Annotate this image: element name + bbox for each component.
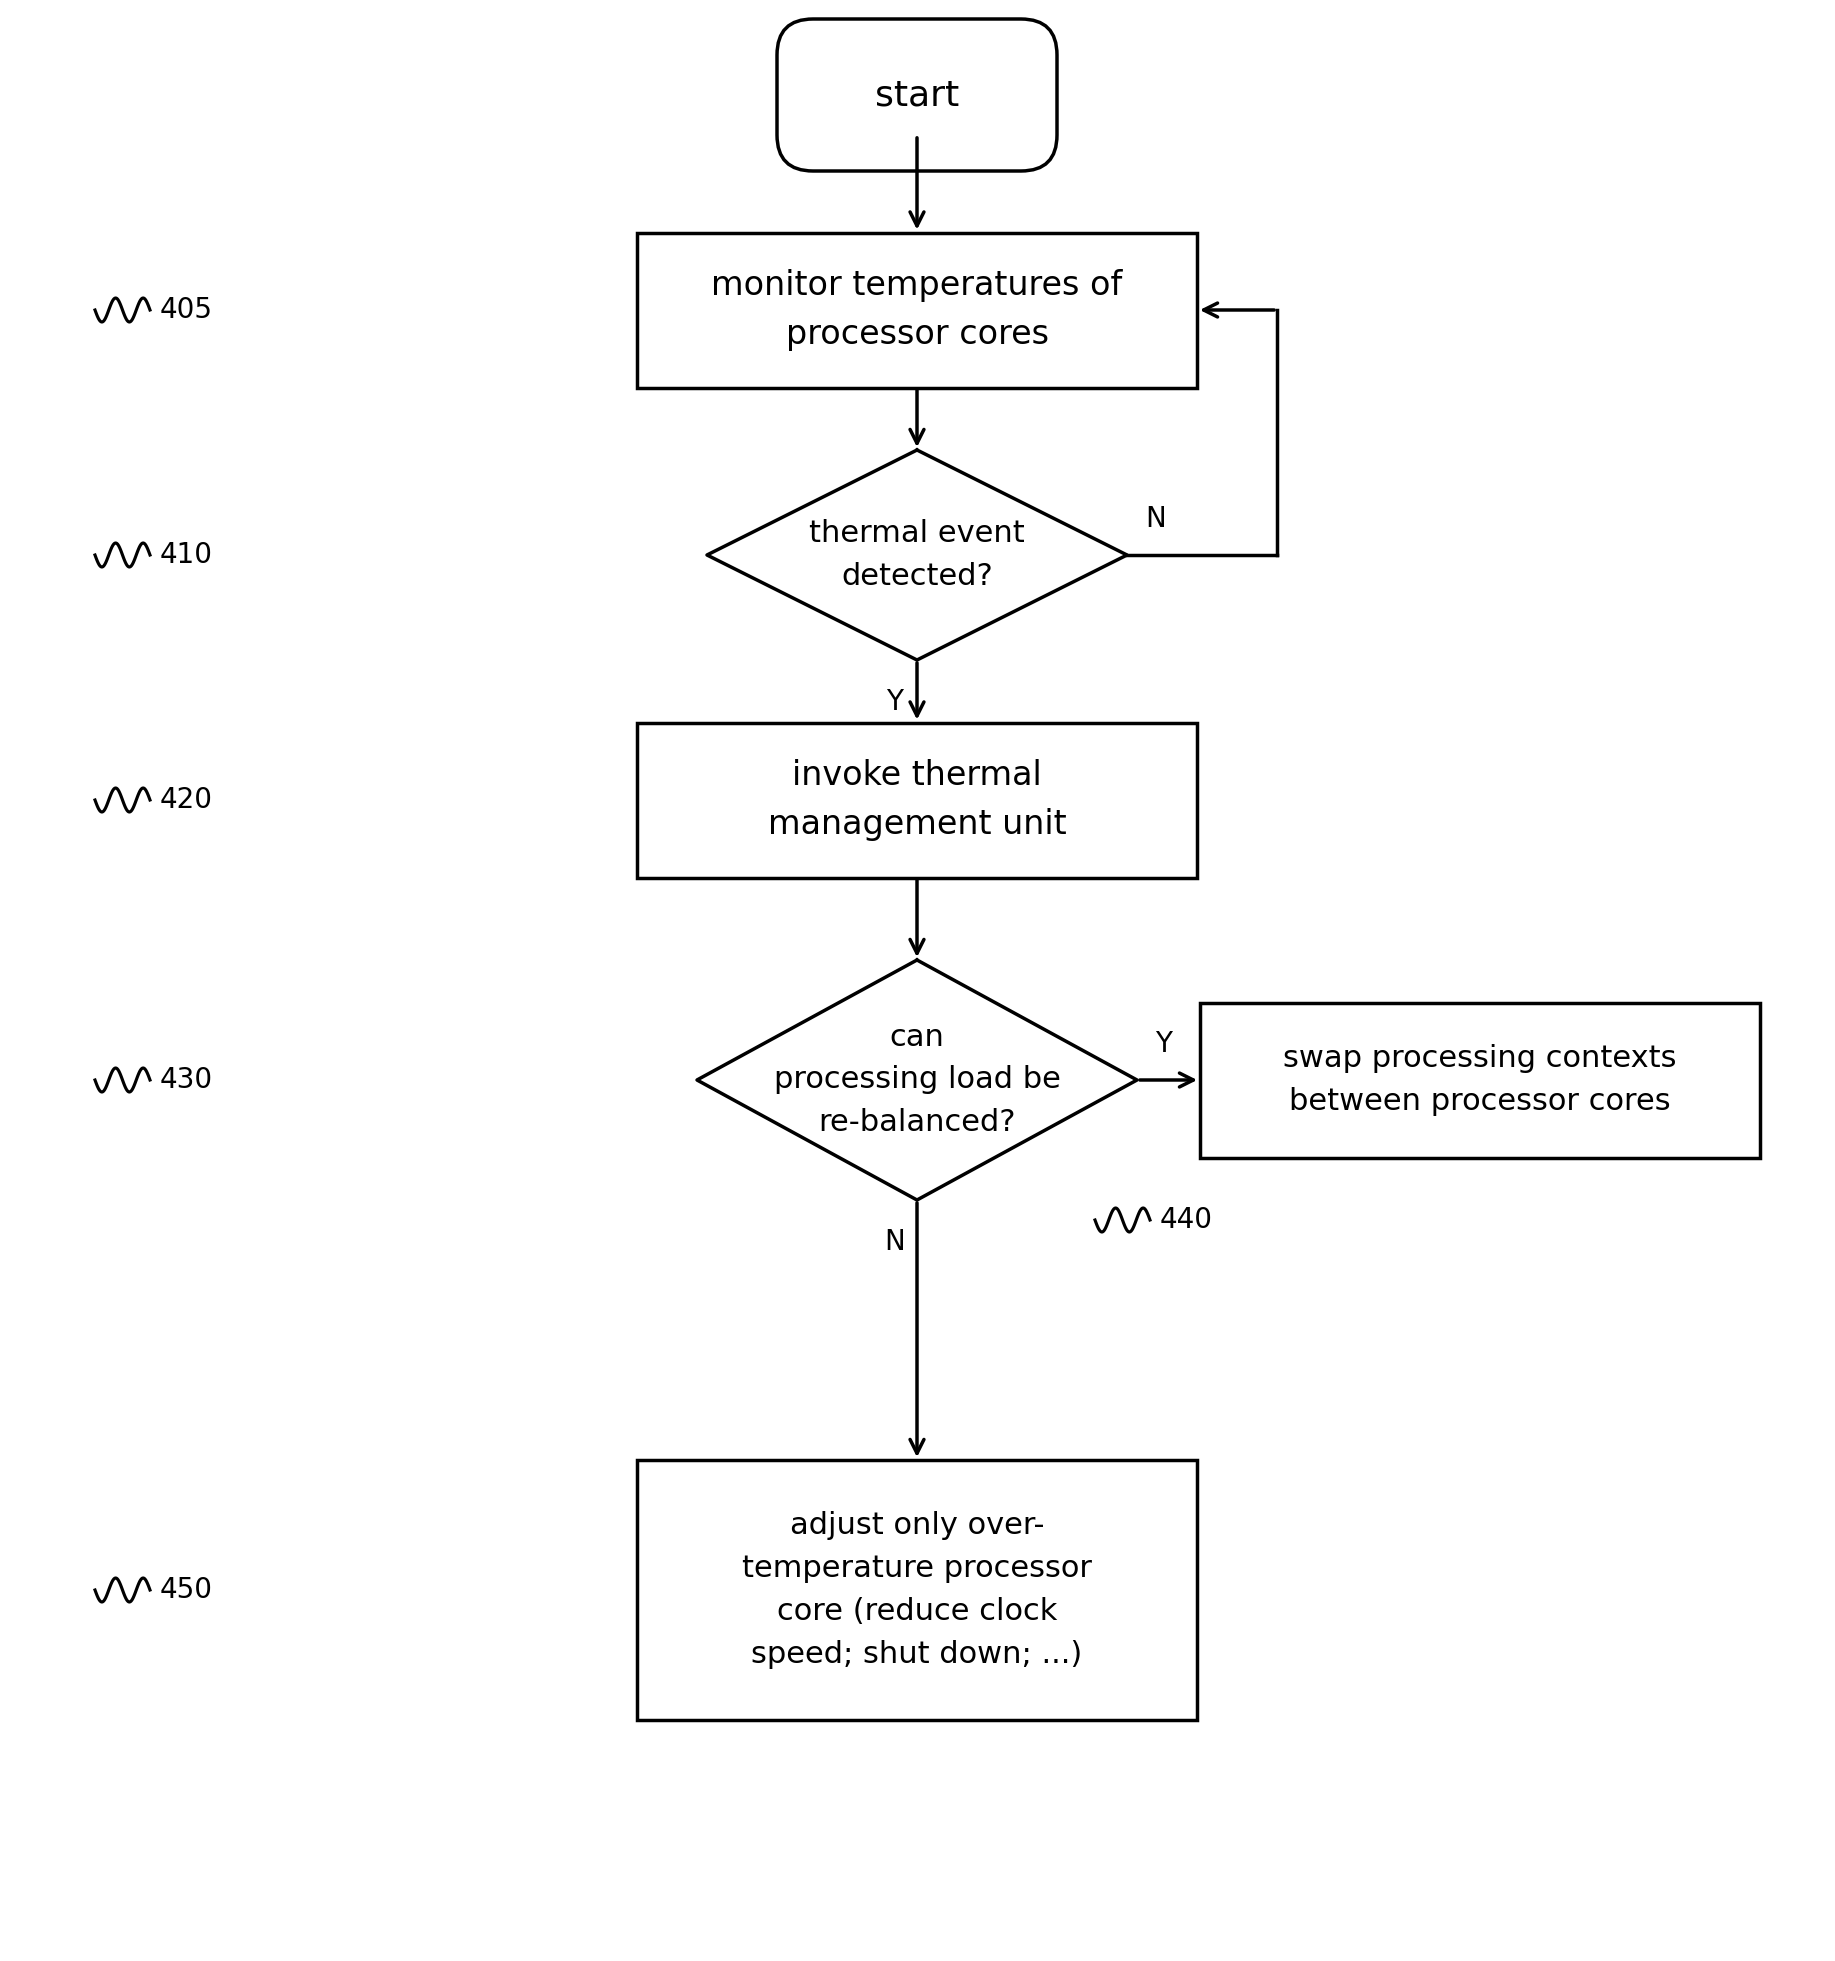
Text: 440: 440 [1160, 1206, 1213, 1233]
Text: adjust only over-
temperature processor
core (reduce clock
speed; shut down; ...: adjust only over- temperature processor … [741, 1512, 1092, 1669]
Text: 405: 405 [160, 296, 213, 324]
Bar [637, 1461, 1196, 1720]
Text: can
processing load be
re-balanced?: can processing load be re-balanced? [774, 1024, 1061, 1137]
Text: 420: 420 [160, 786, 213, 814]
Text: monitor temperatures of
processor cores: monitor temperatures of processor cores [712, 269, 1123, 351]
Bar [637, 233, 1196, 388]
Text: 430: 430 [160, 1067, 213, 1094]
Text: start: start [875, 78, 960, 112]
Text: Y: Y [1154, 1030, 1173, 1059]
Text: N: N [1145, 506, 1165, 533]
Bar [637, 722, 1196, 877]
Text: swap processing contexts
between processor cores: swap processing contexts between process… [1283, 1043, 1677, 1116]
Text: 410: 410 [160, 541, 213, 569]
Text: N: N [884, 1228, 905, 1255]
Bar [1200, 1002, 1760, 1157]
Text: Y: Y [886, 688, 903, 716]
Text: thermal event
detected?: thermal event detected? [809, 520, 1026, 590]
Text: invoke thermal
management unit: invoke thermal management unit [767, 759, 1066, 841]
Text: 450: 450 [160, 1577, 213, 1604]
FancyBboxPatch shape [776, 20, 1057, 171]
